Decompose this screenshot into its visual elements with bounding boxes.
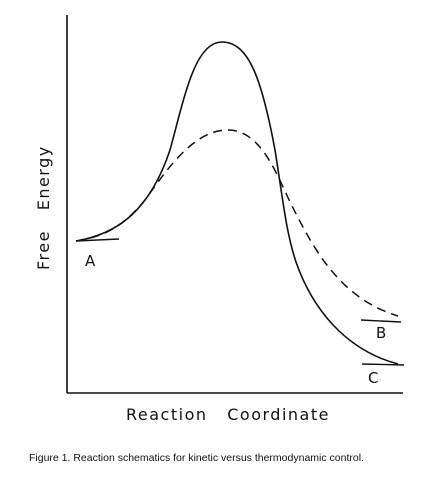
- level-marker-c: [361, 363, 405, 366]
- x-axis-label: Reaction Coordinate: [126, 405, 330, 424]
- y-axis-label: Free Energy: [34, 145, 53, 270]
- label-a: A: [85, 252, 96, 270]
- level-marker-b: [360, 319, 402, 323]
- dashed-energy-curve: [75, 129, 399, 317]
- label-b: B: [376, 324, 386, 342]
- figure-caption: Figure 1. Reaction schematics for kineti…: [29, 452, 364, 464]
- label-c: C: [368, 369, 378, 387]
- solid-energy-curve: [75, 41, 399, 365]
- level-marker-a: [75, 238, 120, 242]
